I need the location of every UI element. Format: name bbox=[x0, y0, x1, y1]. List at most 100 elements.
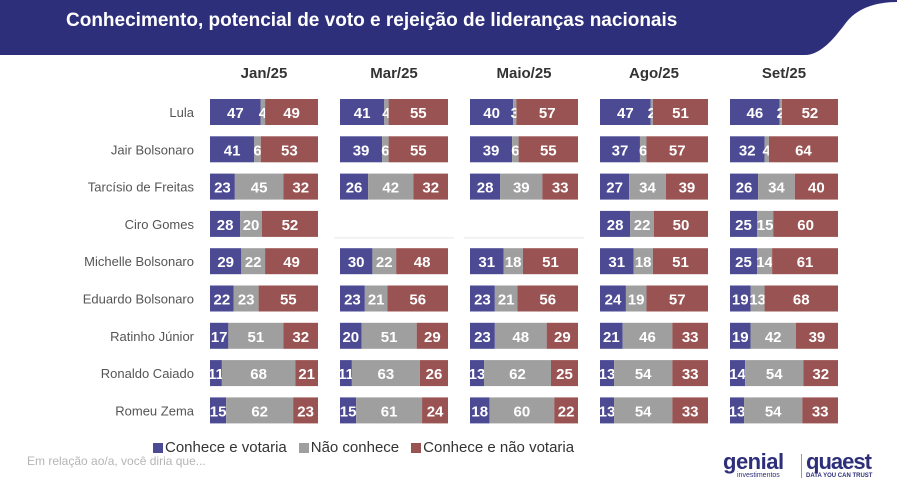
bar-value-label: 21 bbox=[368, 292, 385, 309]
bar-value-label: 55 bbox=[410, 105, 427, 122]
bar-value-label: 22 bbox=[376, 254, 393, 271]
bar-segment bbox=[226, 397, 294, 424]
bar-value-label: 6 bbox=[381, 142, 389, 159]
bar-value-label: 52 bbox=[802, 105, 819, 122]
bar-segment bbox=[241, 248, 266, 275]
bar-segment bbox=[730, 210, 757, 237]
bar-value-label: 33 bbox=[682, 329, 699, 346]
bar-segment bbox=[542, 173, 578, 200]
bar-segment bbox=[265, 248, 318, 275]
stacked-bar-chart: Jan/25 Mar/25 Maio/25 Ago/25 Set/25 Lula Jair … bbox=[83, 65, 838, 424]
bar-segment bbox=[730, 173, 759, 200]
bar-value-label: 55 bbox=[540, 142, 557, 159]
bar-value-label: 4 bbox=[763, 142, 772, 159]
bar-segment bbox=[396, 248, 448, 275]
bar-segment bbox=[512, 136, 519, 163]
bar-segment bbox=[470, 136, 513, 163]
bar-segment bbox=[470, 322, 495, 349]
bar-value-label: 13 bbox=[749, 292, 766, 309]
bar-segment bbox=[293, 397, 318, 424]
bar-segment bbox=[416, 322, 448, 349]
bar-segment bbox=[639, 136, 647, 163]
bar-segment bbox=[614, 397, 673, 424]
bar-segment bbox=[234, 173, 284, 200]
bar-value-label: 51 bbox=[672, 254, 689, 271]
bar-segment bbox=[340, 322, 362, 349]
bar-segment bbox=[228, 322, 284, 349]
bar-segment bbox=[522, 248, 578, 275]
bar-segment bbox=[600, 285, 626, 312]
bar-segment bbox=[630, 210, 654, 237]
bar-value-label: 40 bbox=[483, 105, 500, 122]
bar-segment bbox=[768, 136, 838, 163]
bar-segment bbox=[600, 173, 630, 200]
bar-segment bbox=[494, 285, 518, 312]
bar-value-label: 31 bbox=[478, 254, 495, 271]
bar-value-label: 20 bbox=[342, 329, 359, 346]
bar-value-label: 6 bbox=[253, 142, 261, 159]
bar-segment bbox=[260, 136, 318, 163]
legend-label-knows-not-votes: Conhece e não votaria bbox=[423, 439, 575, 456]
bar-segment bbox=[340, 173, 369, 200]
bar-segment bbox=[422, 397, 448, 424]
bar-segment bbox=[210, 99, 261, 125]
bar-segment bbox=[283, 173, 318, 200]
bar-value-label: 60 bbox=[797, 217, 814, 234]
bar-value-label: 4 bbox=[382, 105, 391, 122]
bar-value-label: 39 bbox=[483, 142, 500, 159]
bar-value-label: 51 bbox=[672, 105, 689, 122]
header-bar bbox=[0, 0, 897, 55]
page-title: Conhecimento, potencial de voto e rejeiç… bbox=[66, 10, 678, 31]
bar-value-label: 13 bbox=[729, 403, 746, 420]
bar-segment bbox=[773, 210, 838, 237]
bar-segment bbox=[210, 248, 242, 275]
bar-segment bbox=[210, 173, 235, 200]
bar-segment bbox=[210, 285, 234, 312]
bar-value-label: 39 bbox=[679, 180, 696, 197]
bar-segment bbox=[240, 210, 262, 237]
bar-value-label: 31 bbox=[608, 254, 625, 271]
bar-value-label: 26 bbox=[426, 366, 443, 383]
bar-value-label: 45 bbox=[251, 180, 268, 197]
bar-value-label: 50 bbox=[673, 217, 690, 234]
bar-value-label: 41 bbox=[354, 105, 371, 122]
bar-value-label: 51 bbox=[542, 254, 559, 271]
bar-value-label: 15 bbox=[210, 403, 227, 420]
legend-label-doesnt-know: Não conhece bbox=[310, 439, 400, 456]
bar-segment bbox=[750, 322, 796, 349]
bar-value-label: 33 bbox=[682, 403, 699, 420]
bar-value-label: 55 bbox=[280, 292, 297, 309]
bar-value-label: 28 bbox=[477, 180, 494, 197]
bar-value-label: 57 bbox=[539, 105, 556, 122]
bar-segment bbox=[600, 99, 651, 125]
bar-segment bbox=[802, 397, 838, 424]
bar-value-label: 23 bbox=[344, 292, 361, 309]
bar-value-label: 60 bbox=[513, 403, 530, 420]
bar-segment bbox=[221, 360, 296, 387]
panel-header: Set/25 bbox=[762, 65, 806, 82]
bar-value-label: 42 bbox=[765, 329, 782, 346]
bar-value-label: 39 bbox=[353, 142, 370, 159]
bar-value-label: 52 bbox=[282, 217, 299, 234]
bar-value-label: 32 bbox=[292, 180, 309, 197]
bar-segment bbox=[503, 248, 523, 275]
bar-segment bbox=[745, 360, 804, 387]
panel-header: Ago/25 bbox=[629, 65, 679, 82]
chart-legend: Conhece e votaria Não conhece Conhece e … bbox=[153, 439, 586, 456]
bar-value-label: 30 bbox=[348, 254, 365, 271]
bar-value-label: 22 bbox=[245, 254, 262, 271]
bar-segment bbox=[368, 173, 414, 200]
bar-value-label: 27 bbox=[606, 180, 623, 197]
bar-segment bbox=[516, 99, 578, 125]
bar-value-label: 41 bbox=[224, 142, 241, 159]
bar-segment bbox=[730, 322, 751, 349]
bar-value-label: 19 bbox=[732, 329, 749, 346]
legend-label-knows-votes: Conhece e votaria bbox=[165, 439, 287, 456]
bar-segment bbox=[518, 136, 578, 163]
bar-value-label: 15 bbox=[340, 403, 357, 420]
bar-segment bbox=[513, 99, 517, 125]
legend-item-knows-votes: Conhece e votaria bbox=[153, 439, 287, 456]
bar-segment bbox=[650, 99, 653, 125]
bar-value-label: 21 bbox=[603, 329, 620, 346]
bar-value-label: 55 bbox=[410, 142, 427, 159]
